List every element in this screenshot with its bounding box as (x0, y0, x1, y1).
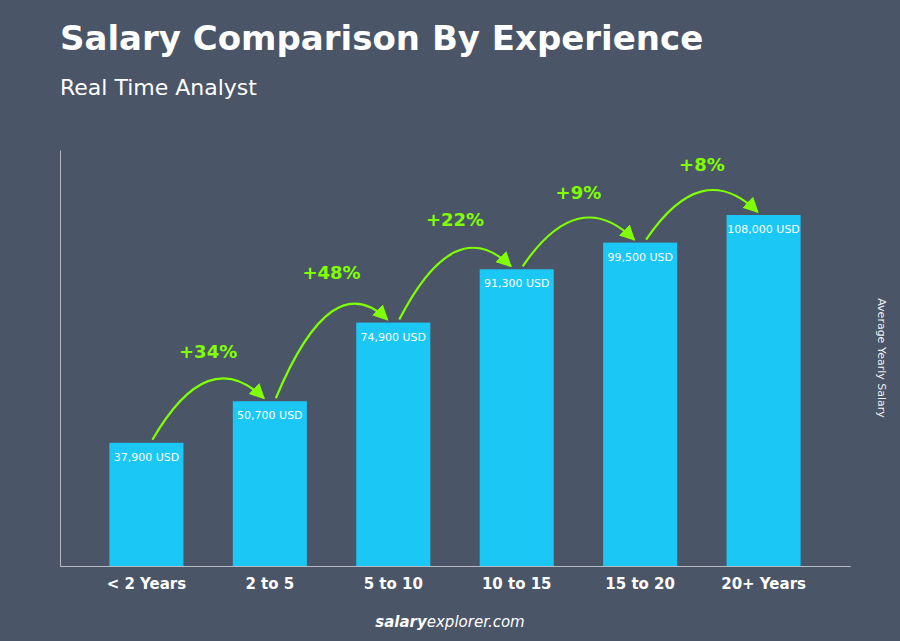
growth-arrow (276, 304, 387, 399)
data-label: 108,000 USD (727, 223, 800, 236)
x-tick: 15 to 20 (605, 575, 675, 593)
plot: < 2 Years 2 to 5 5 to 10 10 to 15 15 to 20 20… (61, 151, 851, 593)
bar (480, 269, 554, 566)
x-tick-label: 2 to 5 (245, 575, 294, 593)
x-tick: 2 to 5 (245, 575, 294, 593)
data-label: 50,700 USD (237, 409, 303, 422)
bar (109, 443, 183, 566)
growth-arrows: +34% +48% +22% +9% +8% (152, 154, 757, 439)
bar (233, 401, 307, 566)
x-tick: 10 to 15 (482, 575, 552, 593)
x-tick-label: 20+ Years (721, 575, 806, 593)
annotation: +22% (426, 209, 484, 230)
data-label: 99,500 USD (607, 251, 673, 264)
x-tick-label: 15 to 20 (605, 575, 675, 593)
annotation: +8% (679, 154, 725, 175)
background (0, 0, 900, 641)
annotation: +34% (179, 341, 237, 362)
bars (109, 215, 800, 566)
y-label: Average Yearly Salary (875, 298, 888, 418)
x-tick-label: < 2 Years (107, 575, 187, 593)
annotation: +48% (302, 262, 360, 283)
footer-part: explorer.com (427, 613, 525, 631)
data-label: 74,900 USD (361, 331, 427, 344)
growth-arrow (646, 190, 757, 240)
bar (603, 243, 677, 566)
y-axis-line (60, 151, 61, 567)
data-label: 37,900 USD (114, 451, 180, 464)
bar (356, 323, 430, 566)
x-axis: < 2 Years 2 to 5 5 to 10 10 to 15 15 to 20 20… (61, 567, 851, 593)
data-labels: 37,900 USD 50,700 USD 74,900 USD 91,300 USD… (114, 223, 800, 464)
growth-arrow (399, 248, 510, 320)
x-tick-label: 10 to 15 (482, 575, 552, 593)
subtitle: Real Time Analyst (60, 75, 257, 100)
y-axis (60, 151, 61, 567)
x-tick-label: 5 to 10 (364, 575, 423, 593)
bar (727, 215, 801, 566)
data-label: 91,300 USD (484, 277, 550, 290)
x-tick: 20+ Years (721, 575, 806, 593)
footer: salaryexplorer.com (375, 613, 524, 631)
x-tick: < 2 Years (107, 575, 187, 593)
title: Salary Comparison By Experience (60, 18, 703, 58)
footer-part: salary (375, 613, 428, 631)
growth-arrow (152, 378, 263, 440)
chart: Salary Comparison By Experience Real Time… (0, 0, 900, 641)
growth-arrow (523, 217, 634, 266)
x-tick: 5 to 10 (364, 575, 423, 593)
x-axis-line (61, 566, 851, 567)
annotation: +9% (556, 182, 602, 203)
